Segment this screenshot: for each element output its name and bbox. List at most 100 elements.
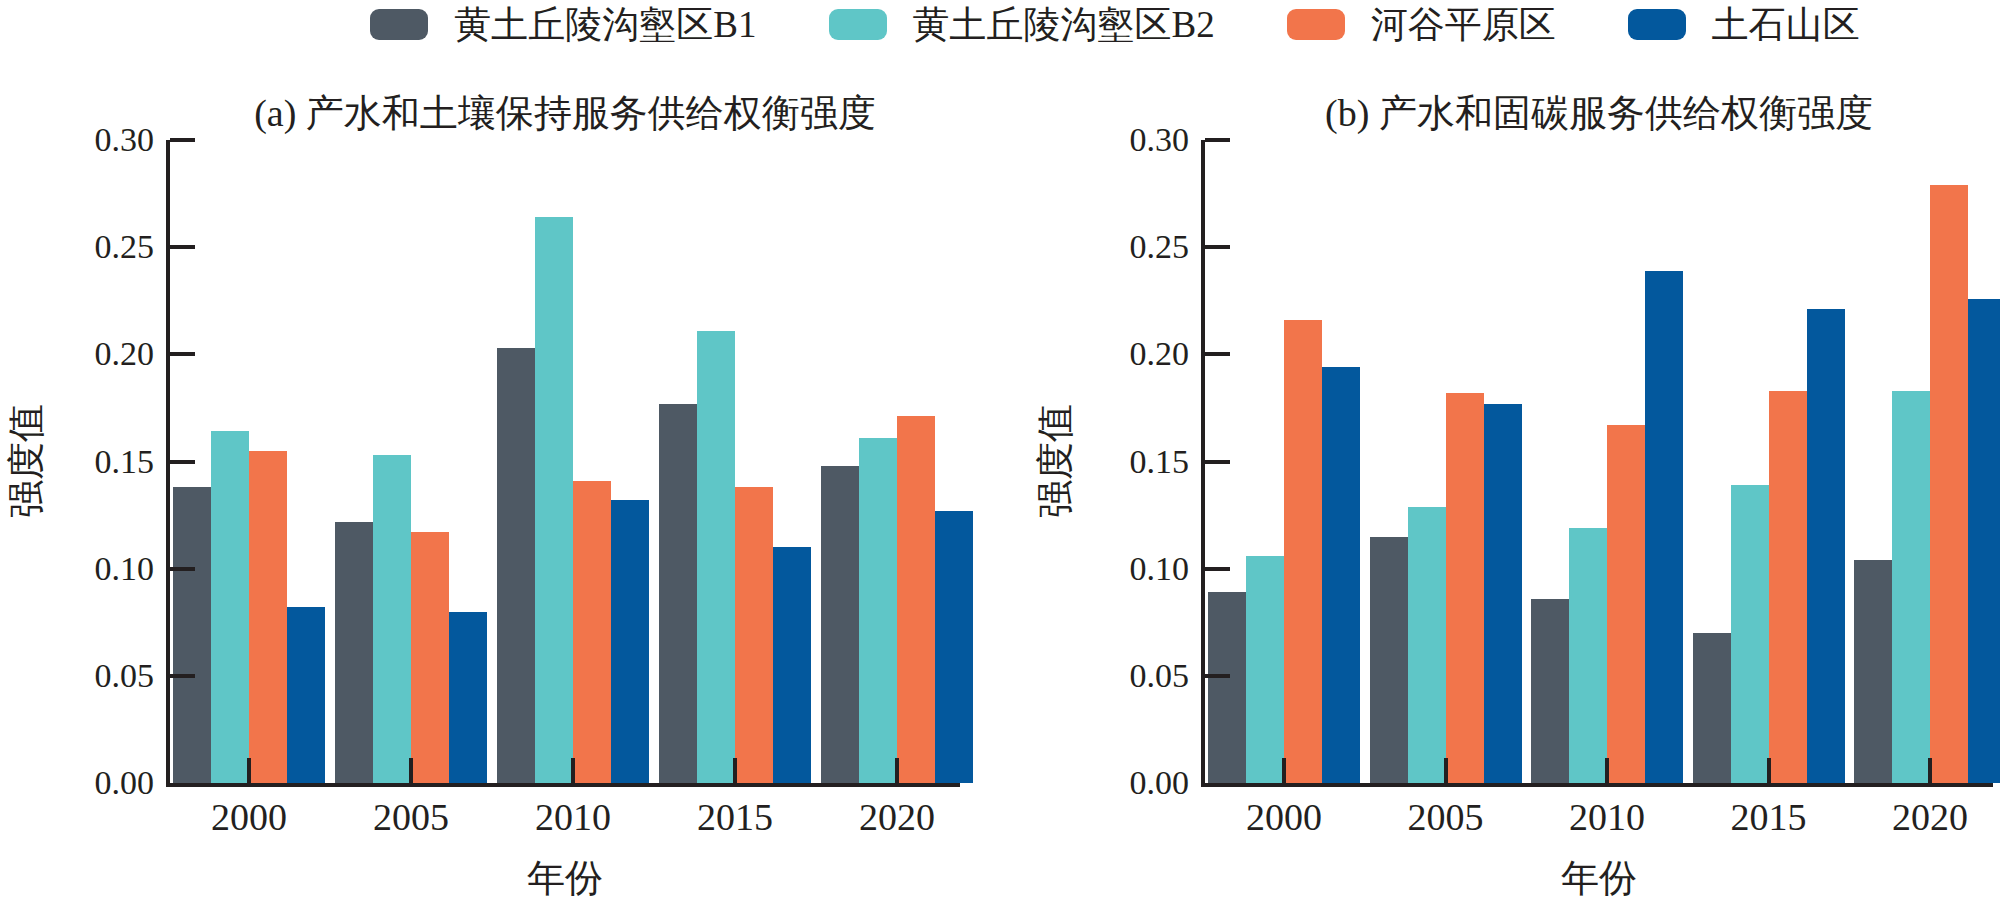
chart-0-bar-2000-series-1 [211,431,249,783]
chart-1-x-tick-2000 [1282,758,1286,783]
chart-1-bar-2020-series-3 [1968,299,2000,783]
chart-0-y-tick-0.20 [170,352,195,356]
chart-0-bar-2000-series-3 [287,607,325,783]
chart-1-x-tick-2020 [1928,758,1932,783]
figure-canvas: 黄土丘陵沟壑区B1 黄土丘陵沟壑区B2 河谷平原区 土石山区 (a) 产水和土壤保持服… [0,0,2000,906]
chart-1-bar-2005-series-0 [1370,537,1408,783]
chart-0-x-tick-2015 [733,758,737,783]
chart-0-bar-2015-series-3 [773,547,811,783]
chart-1-y-tick-0.25 [1205,245,1230,249]
chart-1-y-tick-label-0.30: 0.30 [1069,120,1189,160]
chart-0-y-tick-0.25 [170,245,195,249]
chart-1-x-tick-label-2010: 2010 [1522,794,1692,840]
chart-0-bar-2020-series-0 [821,466,859,783]
chart-b-plot-area [1205,140,1993,783]
chart-1-bar-2020-series-2 [1930,185,1968,783]
chart-0-bar-2020-series-3 [935,511,973,783]
chart-1-bar-group-2005 [1370,140,1522,783]
chart-1-bar-2005-series-3 [1484,404,1522,783]
chart-0-x-tick-label-2015: 2015 [650,794,820,840]
legend-label-loess-hilly-gully-b1: 黄土丘陵沟壑区B1 [454,6,756,43]
legend-item-loess-hilly-gully-b1: 黄土丘陵沟壑区B1 [370,6,756,43]
chart-b-title: (b) 产水和固碳服务供给权衡强度 [1205,90,1993,136]
chart-0-bar-2020-series-1 [859,438,897,783]
chart-1-x-tick-2010 [1605,758,1609,783]
chart-1-bar-2005-series-1 [1408,507,1446,783]
chart-0-y-tick-0.15 [170,460,195,464]
chart-1-bar-2015-series-3 [1807,309,1845,783]
chart-0-x-tick-2000 [247,758,251,783]
chart-0-bar-2015-series-1 [697,331,735,783]
chart-1-y-tick-0.15 [1205,460,1230,464]
chart-1-bar-2015-series-1 [1731,485,1769,783]
legend-item-earth-rock-mountain: 土石山区 [1628,6,1860,43]
chart-1-bar-2000-series-0 [1208,592,1246,783]
chart-1-y-tick-label-0.15: 0.15 [1069,442,1189,482]
legend-swatch-river-valley-plain [1287,9,1345,40]
chart-1-bar-2020-series-0 [1854,560,1892,783]
legend-label-river-valley-plain: 河谷平原区 [1371,6,1556,43]
chart-1-x-tick-label-2020: 2020 [1845,794,2000,840]
legend-swatch-loess-hilly-gully-b2 [829,9,887,40]
chart-1-bar-group-2015 [1693,140,1845,783]
chart-1-bar-2010-series-2 [1607,425,1645,783]
chart-0-bar-group-2015 [659,140,811,783]
chart-1-y-tick-label-0.00: 0.00 [1069,763,1189,803]
chart-0-x-tick-label-2020: 2020 [812,794,982,840]
legend: 黄土丘陵沟壑区B1 黄土丘陵沟壑区B2 河谷平原区 土石山区 [230,0,2000,48]
chart-0-bar-2010-series-0 [497,348,535,783]
legend-label-earth-rock-mountain: 土石山区 [1712,6,1860,43]
chart-1-y-tick-0.30 [1205,138,1230,142]
chart-1-y-axis [1201,140,1205,787]
chart-1-x-tick-2015 [1767,758,1771,783]
chart-0-y-tick-label-0.30: 0.30 [34,120,154,160]
chart-0-bar-2000-series-0 [173,487,211,783]
chart-0-bar-2005-series-3 [449,612,487,783]
chart-1-bar-2000-series-1 [1246,556,1284,783]
chart-1-x-tick-label-2005: 2005 [1361,794,1531,840]
chart-0-bar-2005-series-1 [373,455,411,783]
chart-1-bar-2015-series-2 [1769,391,1807,783]
chart-1-bar-group-2010 [1531,140,1683,783]
chart-1-bar-2000-series-3 [1322,367,1360,783]
chart-0-x-tick-label-2000: 2000 [164,794,334,840]
chart-0-bar-2010-series-2 [573,481,611,783]
chart-0-bar-2005-series-0 [335,522,373,783]
chart-0-y-tick-0.05 [170,674,195,678]
chart-1-bar-2000-series-2 [1284,320,1322,783]
chart-a-title: (a) 产水和土壤保持服务供给权衡强度 [170,90,960,136]
chart-0-bar-2010-series-3 [611,500,649,783]
chart-0-y-tick-0.10 [170,567,195,571]
legend-swatch-loess-hilly-gully-b1 [370,9,428,40]
chart-1-x-axis [1201,783,1993,787]
chart-0-bar-group-2020 [821,140,973,783]
chart-1-bar-2020-series-1 [1892,391,1930,783]
legend-item-river-valley-plain: 河谷平原区 [1287,6,1556,43]
chart-0-y-tick-label-0.20: 0.20 [34,334,154,374]
chart-1-y-tick-0.05 [1205,674,1230,678]
chart-0-y-tick-label-0.10: 0.10 [34,549,154,589]
chart-1-x-tick-label-2015: 2015 [1684,794,1854,840]
chart-1-y-tick-label-0.05: 0.05 [1069,656,1189,696]
chart-0-x-tick-label-2010: 2010 [488,794,658,840]
chart-1-x-tick-2005 [1444,758,1448,783]
chart-0-bar-2005-series-2 [411,532,449,783]
chart-1-bar-2015-series-0 [1693,633,1731,783]
chart-1-y-tick-0.20 [1205,352,1230,356]
chart-0-bar-group-2000 [173,140,325,783]
legend-item-loess-hilly-gully-b2: 黄土丘陵沟壑区B2 [829,6,1215,43]
chart-1-bar-2010-series-0 [1531,599,1569,783]
chart-0-x-tick-2005 [409,758,413,783]
chart-0-y-tick-0.30 [170,138,195,142]
chart-0-bar-2010-series-1 [535,217,573,783]
chart-0-bar-group-2010 [497,140,649,783]
chart-0-x-tick-2010 [571,758,575,783]
chart-1-bar-group-2000 [1208,140,1360,783]
chart-0-y-tick-label-0.15: 0.15 [34,442,154,482]
chart-1-y-tick-label-0.10: 0.10 [1069,549,1189,589]
chart-0-y-tick-label-0.00: 0.00 [34,763,154,803]
chart-1-bar-group-2020 [1854,140,2000,783]
chart-0-y-axis [166,140,170,787]
chart-1-bar-2005-series-2 [1446,393,1484,783]
chart-0-x-tick-label-2005: 2005 [326,794,496,840]
